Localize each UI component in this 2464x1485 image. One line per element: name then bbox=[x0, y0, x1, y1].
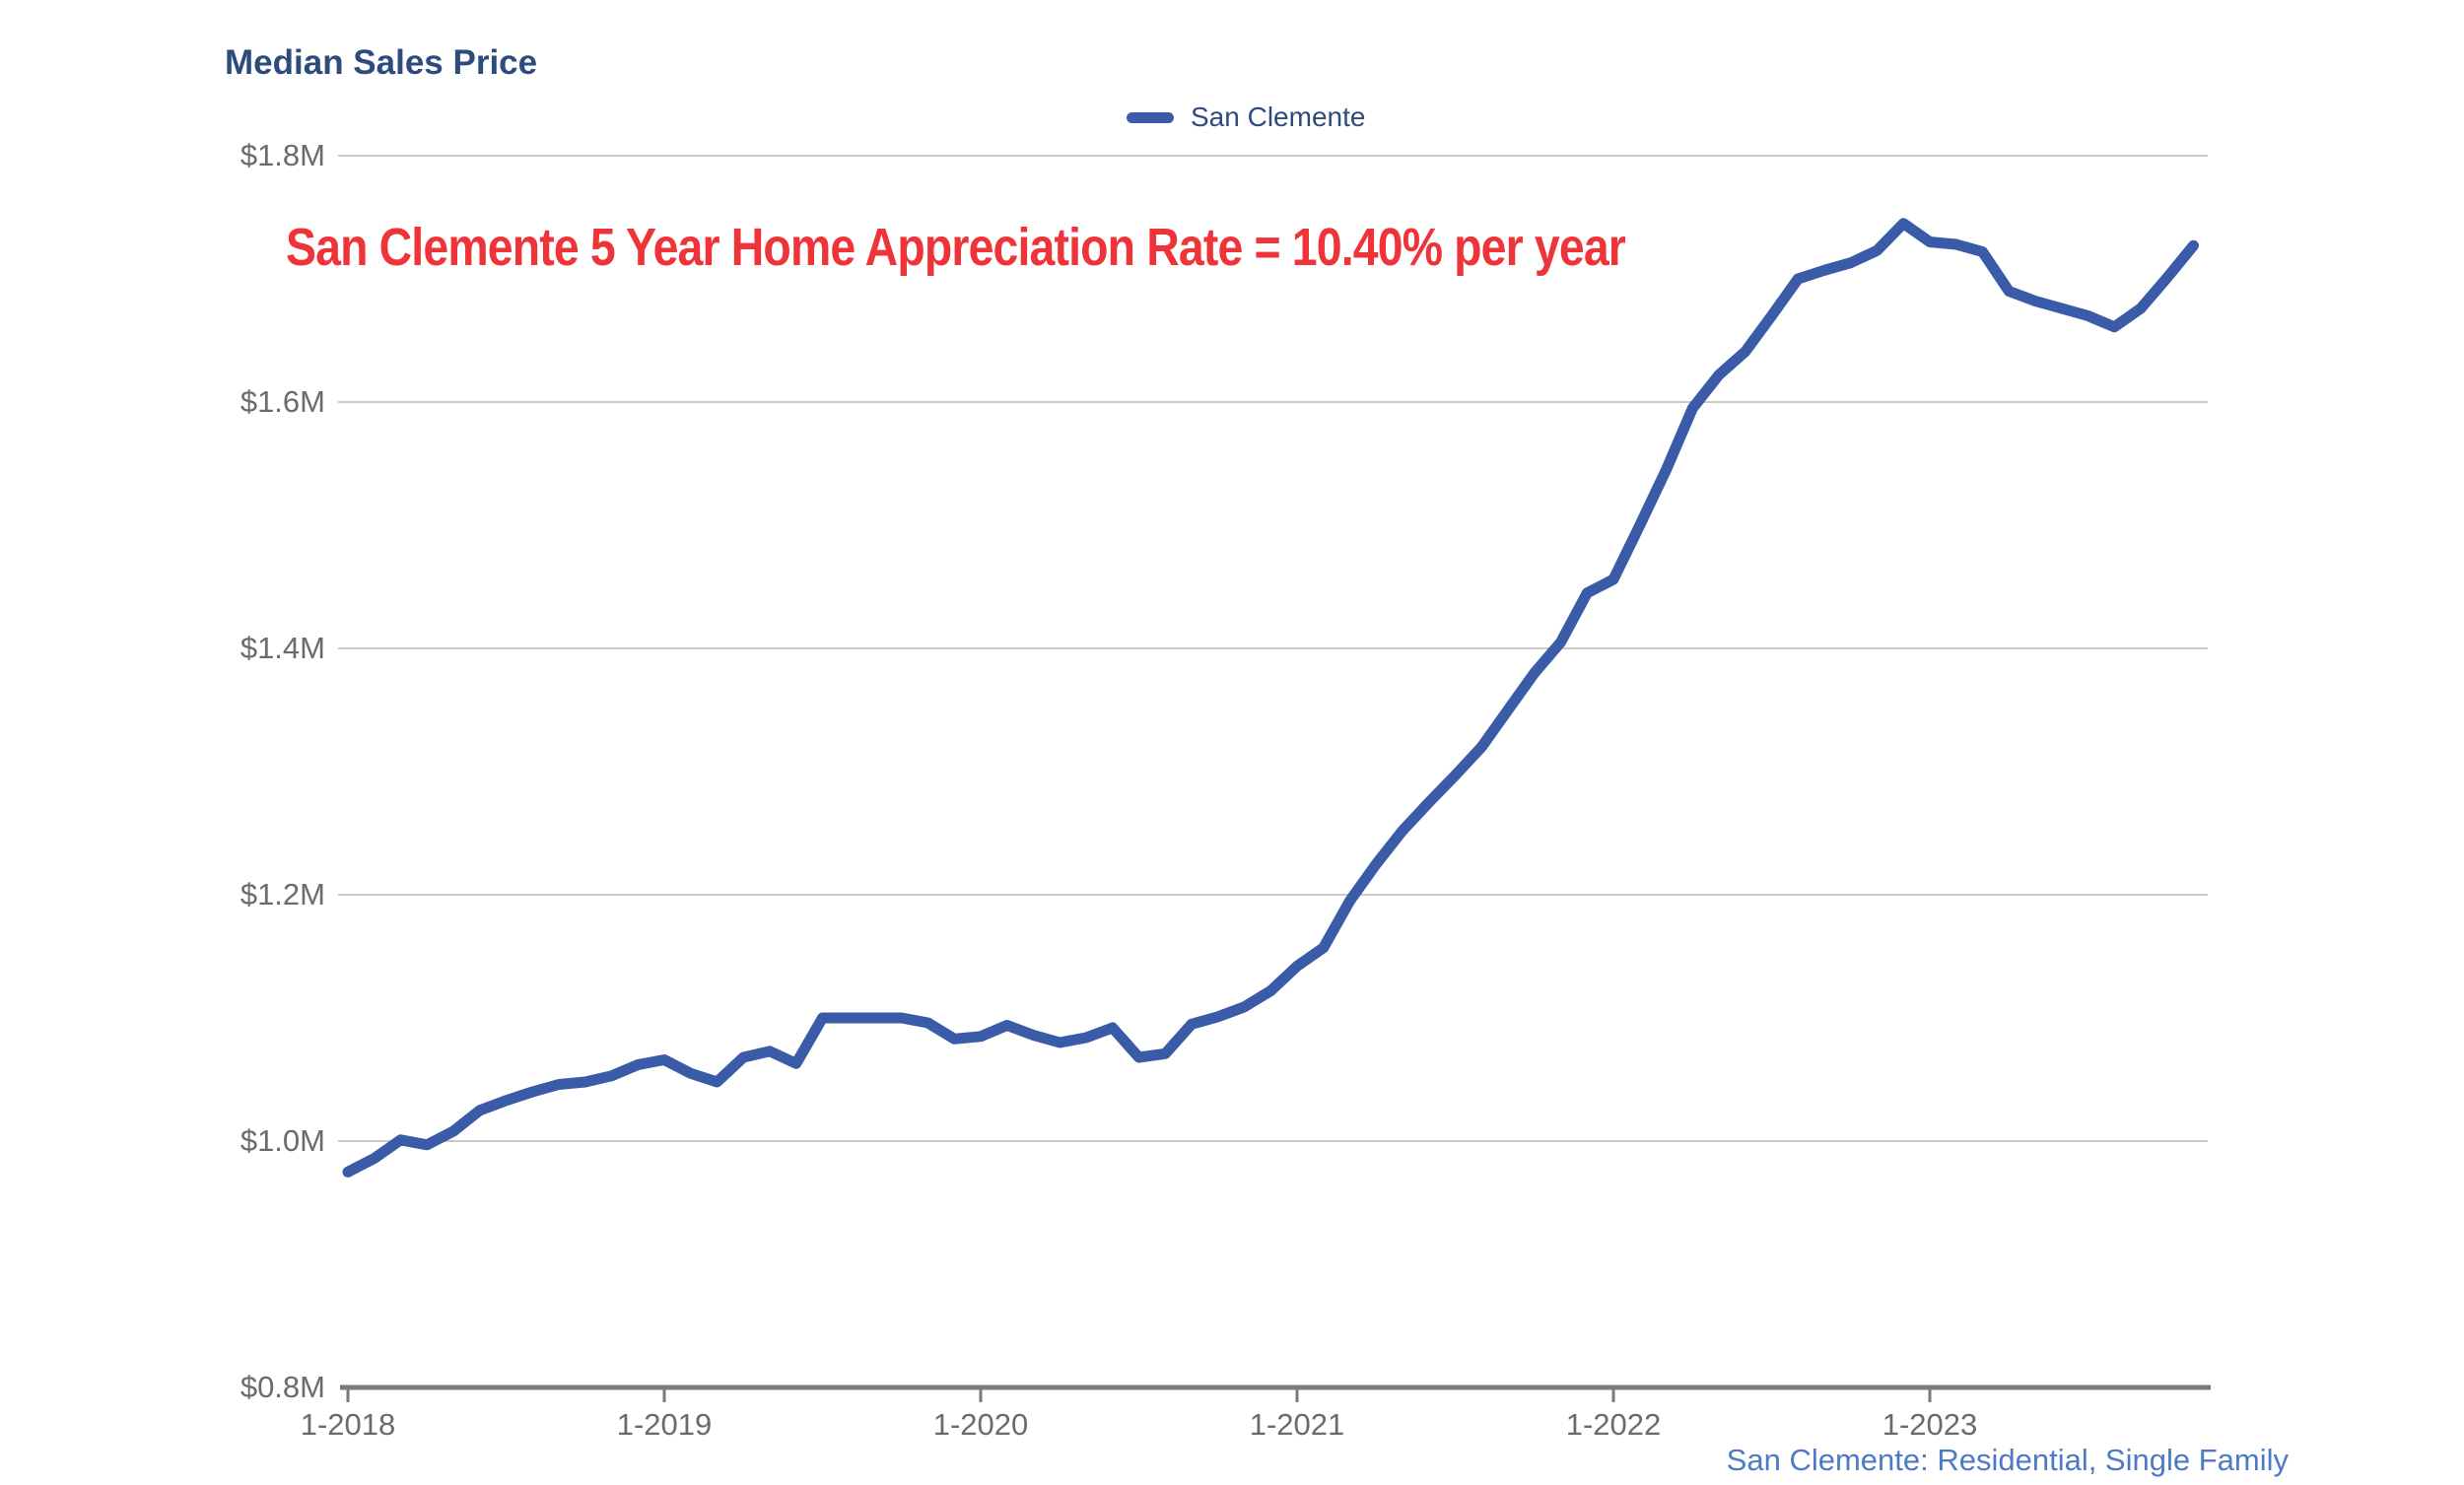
y-axis-label: $1.0M bbox=[240, 1123, 325, 1158]
y-axis-label: $1.2M bbox=[240, 877, 325, 911]
x-axis-label: 1-2019 bbox=[616, 1407, 713, 1442]
y-axis-label: $0.8M bbox=[240, 1370, 325, 1404]
x-axis-label: 1-2020 bbox=[932, 1407, 1029, 1442]
legend: San Clemente bbox=[1127, 101, 1365, 133]
x-axis-label: 1-2023 bbox=[1882, 1407, 1978, 1442]
y-axis-label: $1.6M bbox=[240, 384, 325, 419]
x-axis-label: 1-2021 bbox=[1249, 1407, 1345, 1442]
appreciation-rate-annotation: San Clemente 5 Year Home Appreciation Ra… bbox=[286, 218, 1626, 277]
legend-color-swatch-icon bbox=[1127, 111, 1174, 123]
y-axis-label: $1.8M bbox=[240, 138, 325, 172]
x-axis-label: 1-2022 bbox=[1565, 1407, 1662, 1442]
legend-label: San Clemente bbox=[1191, 101, 1366, 132]
y-axis-label: $1.4M bbox=[240, 631, 325, 665]
san-clemente-price-line[interactable] bbox=[342, 218, 2199, 1178]
page-title: Median Sales Price bbox=[225, 43, 538, 82]
x-axis-label: 1-2018 bbox=[300, 1407, 396, 1442]
chart-source-caption: San Clemente: Residential, Single Family bbox=[1726, 1443, 2289, 1477]
